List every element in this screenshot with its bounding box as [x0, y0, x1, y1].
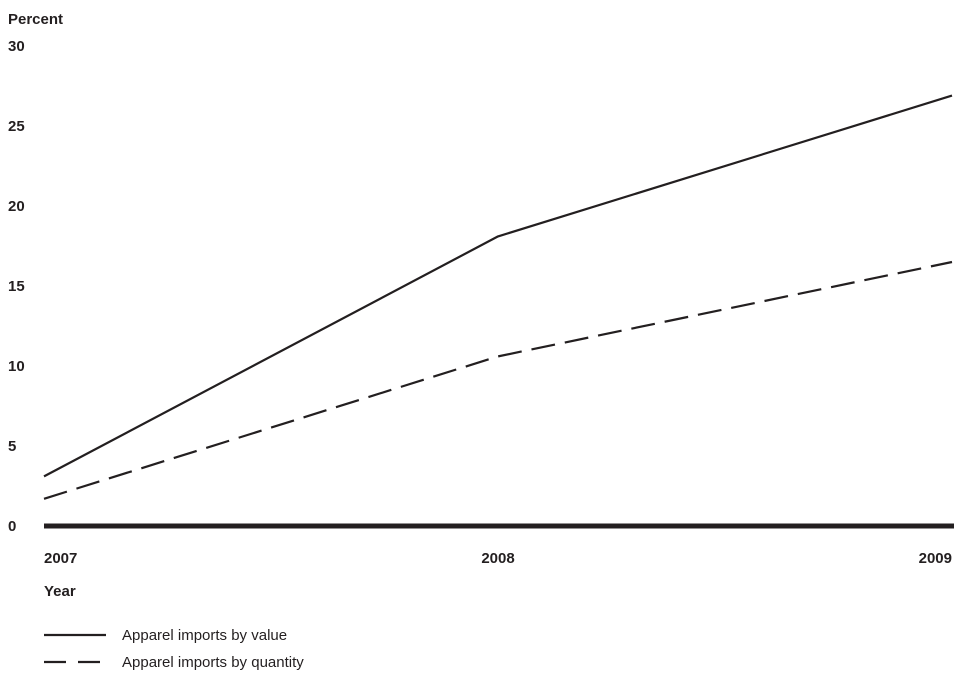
y-tick-label: 0: [8, 518, 16, 535]
y-axis-ticks: 0 5 10 15 20 25 30: [8, 38, 25, 535]
y-tick-label: 20: [8, 198, 25, 215]
series-lines: [43, 94, 953, 500]
x-axis-ticks: 2007 2008 2009: [44, 550, 952, 567]
x-tick-label: 2007: [44, 550, 77, 567]
y-tick-label: 10: [8, 358, 25, 375]
x-tick-label: 2009: [919, 550, 952, 567]
y-tick-label: 30: [8, 38, 25, 55]
y-tick-label: 5: [8, 438, 16, 455]
y-tick-label: 15: [8, 278, 25, 295]
series-line-quantity: [43, 260, 953, 500]
legend-label: Apparel imports by value: [122, 627, 287, 644]
y-axis-label: Percent: [8, 11, 63, 28]
legend: Apparel imports by value Apparel imports …: [44, 627, 304, 671]
x-tick-label: 2008: [481, 550, 514, 567]
x-axis-label: Year: [44, 583, 76, 600]
series-line-value: [43, 94, 953, 478]
legend-label: Apparel imports by quantity: [122, 654, 304, 671]
y-tick-label: 25: [8, 118, 25, 135]
